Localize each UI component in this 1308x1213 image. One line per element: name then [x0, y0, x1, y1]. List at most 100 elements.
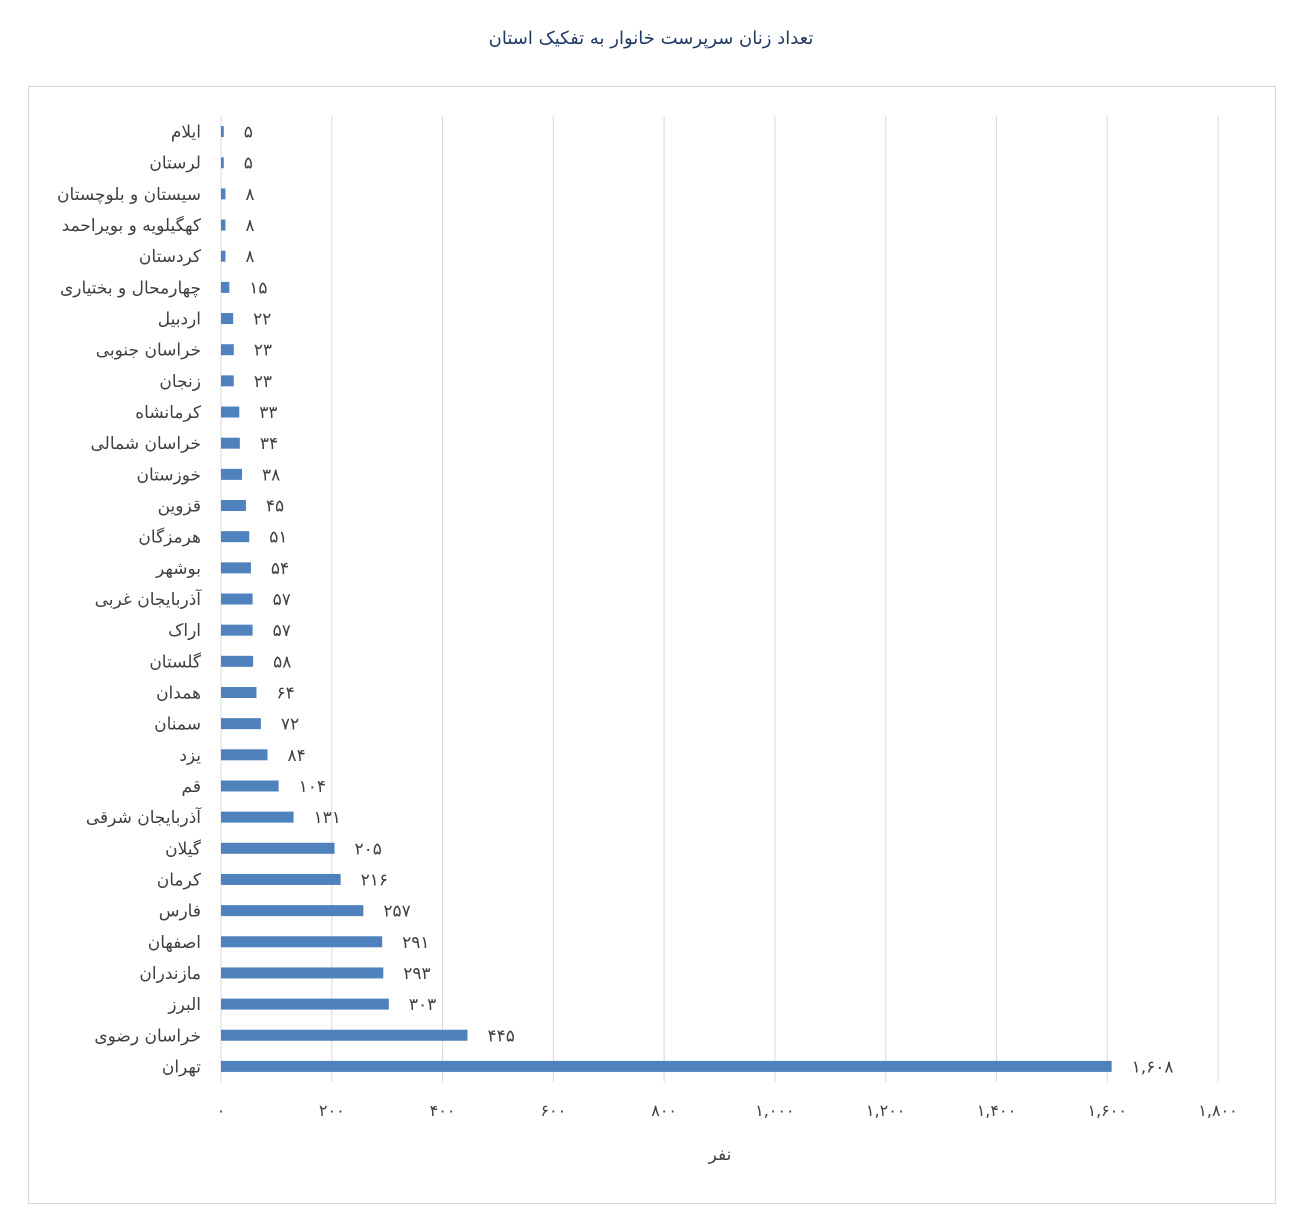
category-label: چهارمحال و بختیاری: [60, 278, 201, 298]
category-label: همدان: [156, 683, 201, 703]
data-label: ۵۱: [269, 528, 287, 548]
category-label: آذربایجان غربی: [95, 588, 203, 610]
category-label: گلستان: [149, 651, 202, 672]
category-label: زنجان: [159, 372, 201, 392]
bar: [221, 1060, 1112, 1072]
x-tick-label: ۱,۲۰۰: [866, 1101, 905, 1120]
bar: [221, 188, 226, 200]
category-label: قم: [182, 777, 201, 797]
bar: [221, 219, 226, 231]
chart-title: تعداد زنان سرپرست خانوار به تفکیک استان: [488, 28, 814, 49]
x-tick-label: ۰: [217, 1101, 226, 1120]
bar: [221, 936, 383, 948]
bar: [221, 811, 294, 823]
category-label: یزد: [179, 746, 201, 766]
data-label: ۸۴: [288, 746, 306, 766]
bar: [221, 406, 240, 418]
category-label: سیستان و بلوچستان: [57, 185, 201, 205]
bar: [221, 250, 226, 262]
x-tick-label: ۴۰۰: [430, 1101, 456, 1120]
x-tick-label: ۱,۸۰۰: [1198, 1101, 1237, 1120]
bar: [221, 500, 246, 512]
x-tick-label: ۱,۰۰۰: [755, 1101, 794, 1120]
category-label: لرستان: [149, 154, 201, 174]
bar: [221, 873, 341, 885]
bar: [221, 905, 364, 917]
data-label: ۵: [244, 154, 253, 174]
bar: [221, 344, 234, 356]
category-label: آذربایجان شرقی: [86, 806, 202, 828]
bar: [221, 842, 335, 854]
bar: [221, 718, 261, 730]
category-label: هرمزگان: [138, 527, 201, 548]
bar: [221, 686, 257, 698]
data-label: ۸: [245, 185, 254, 205]
category-label: خراسان شمالی: [90, 434, 201, 454]
bar: [221, 157, 224, 169]
x-axis-title: نفر: [708, 1145, 732, 1165]
x-tick-label: ۶۰۰: [540, 1101, 566, 1120]
data-label: ۱۰۴: [299, 777, 326, 797]
category-label: خراسان جنوبی: [96, 341, 201, 361]
bar: [221, 468, 243, 480]
data-label: ۲۹۳: [403, 964, 430, 984]
chart-frame: [28, 86, 1276, 1204]
x-tick-label: ۸۰۰: [651, 1101, 677, 1120]
data-label: ۲۵۷: [383, 902, 410, 922]
data-label: ۵۴: [271, 559, 289, 579]
bar: [221, 437, 240, 449]
category-label: کهگیلویه و بویراحمد: [62, 215, 202, 236]
category-label: فارس: [159, 902, 201, 922]
data-label: ۱۳۱: [314, 808, 341, 828]
data-label: ۸: [245, 247, 254, 267]
data-label: ۴۵: [266, 497, 284, 517]
data-label: ۲۹۱: [402, 933, 429, 953]
bar: [221, 531, 250, 543]
data-label: ۱۵: [249, 278, 267, 298]
data-label: ۱,۶۰۸: [1132, 1057, 1174, 1077]
bar: [221, 998, 389, 1010]
data-label: ۲۳: [254, 372, 272, 392]
data-label: ۵۸: [273, 652, 291, 672]
bar: [221, 313, 234, 325]
x-tick-label: ۱,۴۰۰: [977, 1101, 1016, 1120]
data-label: ۲۰۵: [355, 839, 382, 859]
bar: [221, 562, 251, 574]
bar: [221, 749, 268, 761]
data-label: ۵: [244, 123, 253, 143]
data-label: ۳۸: [262, 465, 280, 485]
data-label: ۷۲: [281, 715, 299, 735]
x-tick-label: ۱,۶۰۰: [1087, 1101, 1126, 1120]
data-label: ۳۴: [260, 434, 278, 454]
category-label: مازندران: [139, 964, 201, 984]
data-label: ۲۱۶: [361, 870, 388, 890]
category-label: اصفهان: [148, 933, 201, 953]
bar: [221, 655, 254, 667]
data-label: ۲۳: [254, 341, 272, 361]
bar: [221, 126, 224, 138]
bar: [221, 281, 230, 293]
category-label: اراک: [168, 621, 201, 641]
data-label: ۲۲: [253, 310, 271, 330]
category-label: خوزستان: [136, 465, 201, 485]
data-label: ۸: [245, 216, 254, 236]
category-label: کرمان: [157, 870, 202, 890]
category-label: خراسان رضوی: [94, 1026, 201, 1046]
data-label: ۵۷: [273, 621, 291, 641]
category-label: سمنان: [154, 715, 201, 735]
data-label: ۳۳: [259, 403, 277, 423]
bar: [221, 375, 234, 387]
bar: [221, 967, 384, 979]
data-label: ۳۰۳: [409, 995, 436, 1015]
data-label: ۴۴۵: [487, 1026, 514, 1046]
category-label: کرمانشاه: [135, 403, 202, 423]
data-label: ۶۴: [276, 683, 294, 703]
x-tick-label: ۲۰۰: [319, 1101, 345, 1120]
category-label: قزوین: [158, 497, 201, 517]
category-label: کردستان: [139, 247, 202, 267]
category-label: بوشهر: [155, 559, 201, 579]
category-label: البرز: [167, 995, 201, 1015]
bar: [221, 1029, 468, 1041]
category-label: ایلام: [171, 123, 201, 143]
